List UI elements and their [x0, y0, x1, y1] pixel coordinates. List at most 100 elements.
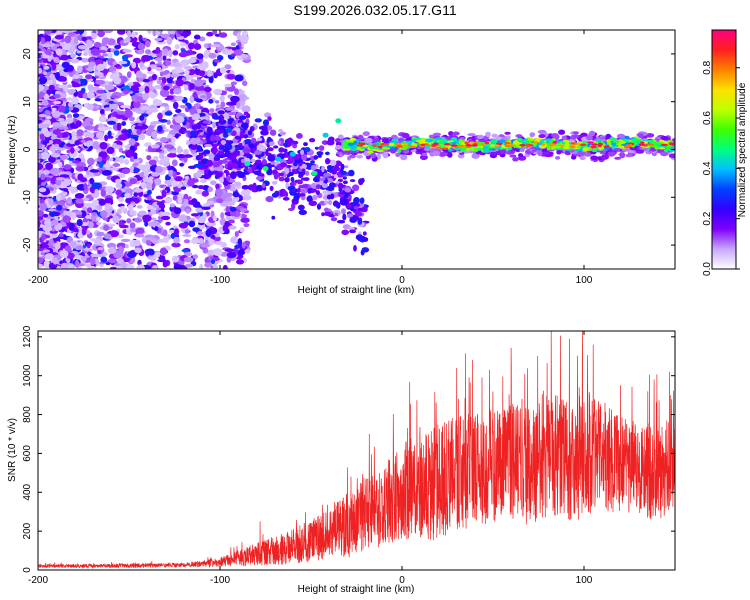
spectrogram-cell	[271, 180, 278, 185]
spectrogram-cell	[40, 37, 46, 45]
spectrogram-cell	[267, 116, 272, 121]
spectrogram-cell	[268, 141, 275, 147]
spectrogram-cell	[199, 116, 206, 120]
y-tick-label: 10	[22, 96, 33, 108]
spectrogram-cell	[315, 184, 321, 190]
spectrogram-cell	[145, 49, 151, 54]
spectrogram-cell	[541, 143, 546, 146]
spectrogram-cell	[121, 168, 130, 174]
spectrogram-cell	[51, 45, 58, 51]
spectrogram-cell	[38, 177, 42, 186]
spectrogram-cell	[649, 139, 655, 144]
spectrogram-cell	[451, 142, 457, 145]
spectrogram-cell	[556, 150, 562, 155]
spectrogram-cell	[297, 187, 301, 193]
spectrogram-cell	[349, 179, 356, 183]
spectrogram-cell	[213, 156, 221, 162]
spectrogram-cell	[174, 44, 180, 50]
spectrogram-cell	[224, 64, 232, 70]
spectrogram-cell	[242, 128, 246, 134]
spectrogram-cell	[44, 110, 51, 115]
spectrogram-cell	[171, 137, 176, 143]
spectrogram-cell	[109, 266, 118, 269]
spectrogram-cell	[70, 187, 76, 194]
spectrogram-cell	[75, 198, 84, 204]
spectrogram-cell	[80, 139, 86, 143]
spectrogram-cell	[421, 152, 428, 156]
spectrogram-cell	[183, 84, 189, 91]
spectrogram-cell	[42, 169, 51, 175]
spectrogram-cell	[42, 140, 48, 145]
spectrogram-cell	[174, 115, 185, 124]
spectrogram-cell	[226, 140, 234, 145]
spectrogram-cell	[95, 79, 105, 85]
spectrogram-cell	[196, 110, 202, 114]
spectrogram-cell	[165, 221, 171, 226]
spectrogram-cell	[230, 236, 239, 244]
spectrogram-cell	[448, 148, 453, 152]
spectrogram-cell	[171, 191, 179, 196]
spectrogram-cell	[113, 77, 122, 85]
spectrogram-cell	[282, 196, 290, 201]
spectrogram-cell	[157, 125, 163, 132]
spectrogram-cell	[128, 36, 138, 43]
spectrogram-cell	[51, 153, 61, 158]
spectrogram-cell	[493, 144, 500, 147]
spectrogram-cell	[460, 147, 467, 152]
spectrogram-cell	[335, 144, 342, 150]
spectrogram-cell	[172, 50, 179, 56]
spectrogram-cell	[86, 243, 91, 249]
spectrogram-cell	[195, 171, 203, 178]
spectrogram-cell	[512, 140, 520, 145]
spectrogram-cell	[165, 60, 172, 66]
spectrogram-cell	[389, 147, 397, 150]
spectrogram-cell	[70, 241, 77, 247]
spectrogram-cell	[126, 30, 132, 38]
spectrogram-cell	[609, 137, 617, 141]
spectrogram-cell	[298, 184, 305, 189]
spectrogram-cell	[524, 140, 532, 143]
spectrogram-cell	[255, 165, 261, 170]
spectrogram-cell	[107, 130, 112, 138]
spectrogram-cell	[81, 36, 87, 42]
spectrogram-cell	[165, 157, 170, 163]
spectrogram-cell	[71, 97, 79, 105]
spectrogram-cell	[100, 210, 108, 218]
spectrogram-cell	[196, 122, 202, 130]
spectrogram-cell	[214, 236, 221, 242]
spectrogram-cell	[108, 157, 114, 162]
spectrogram-cell	[201, 190, 209, 197]
spectrogram-cell	[142, 37, 147, 42]
spectrogram-cell	[118, 60, 128, 65]
spectrogram-cell	[73, 37, 79, 45]
spectrogram-cell	[249, 125, 255, 132]
spectrogram-cell	[326, 139, 335, 146]
spectrogram-cell	[205, 229, 212, 238]
spectrogram-cell	[212, 170, 220, 175]
spectrogram-cell	[87, 207, 93, 214]
spectrogram-cell	[104, 84, 115, 90]
spectrogram-cell	[468, 142, 475, 145]
spectrogram-cell	[416, 148, 424, 153]
spectrogram-cell	[101, 169, 112, 176]
spectrogram-cell	[269, 129, 277, 136]
spectrogram-cell	[321, 140, 329, 146]
spectrogram-cell	[135, 96, 143, 101]
spectrogram-cell	[241, 105, 251, 113]
spectrogram-cell	[86, 103, 95, 111]
spectrogram-cell	[625, 135, 630, 140]
colorbar-tick-label: 0.4	[702, 161, 713, 175]
spectrogram-cell	[403, 143, 409, 146]
spectrogram-cell	[257, 145, 266, 151]
spectrogram-cell	[137, 259, 142, 266]
spectrogram-cell	[141, 92, 149, 101]
spectrogram-cell	[244, 161, 251, 167]
spectrogram-cell	[112, 61, 118, 65]
spectrogram-cell	[603, 145, 610, 148]
spectrogram-cell	[230, 95, 240, 103]
spectrogram-cell	[161, 189, 167, 198]
spectrogram-cell	[241, 122, 249, 130]
spectrogram-cell	[133, 188, 143, 193]
spectrogram-cell	[102, 53, 109, 57]
